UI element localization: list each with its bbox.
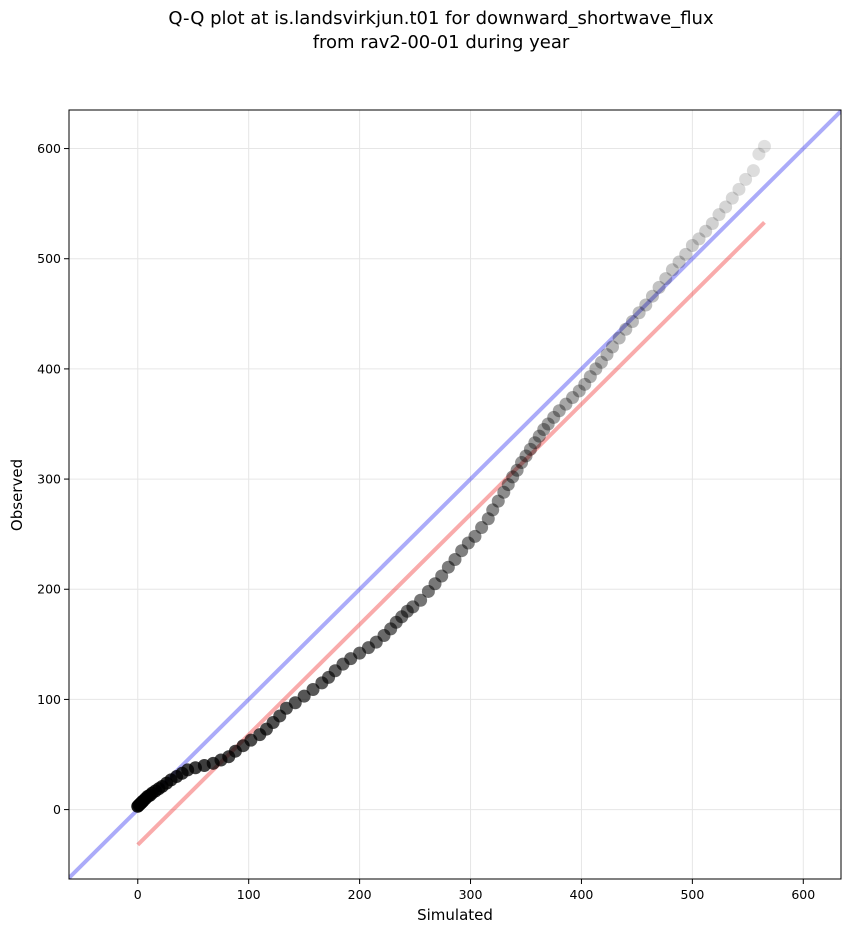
data-point xyxy=(589,362,603,376)
y-tick-label: 100 xyxy=(37,692,61,707)
y-tick-label: 500 xyxy=(37,251,61,266)
x-tick-label: 400 xyxy=(570,887,594,902)
data-point xyxy=(600,348,614,362)
x-tick-label: 100 xyxy=(237,887,261,902)
one-to-one-line xyxy=(69,110,841,879)
y-axis: 0 100 200 300 400 500 600 xyxy=(37,141,69,817)
data-point xyxy=(491,494,505,508)
data-point xyxy=(652,280,666,294)
data-point xyxy=(532,429,546,443)
data-point xyxy=(757,139,771,153)
data-point xyxy=(501,478,515,492)
data-point xyxy=(528,436,542,450)
x-tick-label: 500 xyxy=(680,887,704,902)
data-point xyxy=(612,331,626,345)
data-point xyxy=(510,463,524,477)
data-point xyxy=(725,191,739,205)
data-point xyxy=(461,536,475,550)
data-point xyxy=(523,442,537,456)
y-tick-label: 600 xyxy=(37,141,61,156)
data-point xyxy=(606,340,620,354)
data-point xyxy=(306,683,320,697)
data-point xyxy=(578,377,592,391)
data-point xyxy=(739,172,753,186)
data-point xyxy=(645,289,659,303)
x-tick-label: 600 xyxy=(791,887,815,902)
reference-lines xyxy=(69,110,841,879)
data-point xyxy=(719,200,733,214)
y-tick-label: 300 xyxy=(37,472,61,487)
data-point xyxy=(297,689,311,703)
data-point xyxy=(481,512,495,526)
data-point xyxy=(572,384,586,398)
data-point xyxy=(632,306,646,320)
data-point xyxy=(559,397,573,411)
y-tick-label: 400 xyxy=(37,361,61,376)
y-tick-label: 0 xyxy=(53,802,61,817)
data-point xyxy=(583,370,597,384)
data-point xyxy=(515,456,529,470)
data-point xyxy=(448,553,462,567)
data-point xyxy=(497,485,511,499)
data-point xyxy=(679,247,693,261)
data-point xyxy=(468,529,482,543)
x-tick-label: 300 xyxy=(459,887,483,902)
data-point xyxy=(659,272,673,286)
data-point xyxy=(619,322,633,336)
data-point xyxy=(566,391,580,405)
data-point xyxy=(712,208,726,222)
data-point xyxy=(541,417,555,431)
data-point xyxy=(752,147,766,161)
data-point xyxy=(475,521,489,535)
x-axis: 0 100 200 300 400 500 600 xyxy=(134,879,815,902)
chart-title-line-2: from rav2-00-01 during year xyxy=(313,32,570,53)
grid xyxy=(69,110,841,879)
data-point xyxy=(732,182,746,196)
data-point xyxy=(705,216,719,230)
data-point xyxy=(594,355,608,369)
data-point xyxy=(486,503,500,517)
x-tick-label: 200 xyxy=(348,887,372,902)
data-point xyxy=(537,422,551,436)
data-point xyxy=(625,315,639,329)
data-point xyxy=(547,410,561,424)
data-point xyxy=(665,263,679,277)
data-point xyxy=(414,593,428,607)
data-point xyxy=(685,239,699,253)
data-point xyxy=(288,696,302,710)
x-axis-label: Simulated xyxy=(417,906,493,924)
chart-title-line-1: Q-Q plot at is.landsvirkjun.t01 for down… xyxy=(168,8,714,29)
y-tick-label: 200 xyxy=(37,582,61,597)
data-point xyxy=(746,164,760,178)
data-point xyxy=(672,255,686,269)
data-point xyxy=(435,569,449,583)
data-point xyxy=(519,449,533,463)
data-point xyxy=(692,232,706,246)
x-tick-label: 0 xyxy=(134,887,142,902)
data-point xyxy=(699,224,713,238)
y-axis-label: Observed xyxy=(8,459,26,531)
data-point xyxy=(455,544,469,558)
data-point xyxy=(506,470,520,484)
data-point xyxy=(639,298,653,312)
data-points xyxy=(131,139,771,813)
plot-frame xyxy=(68,109,842,880)
data-point xyxy=(552,404,566,418)
